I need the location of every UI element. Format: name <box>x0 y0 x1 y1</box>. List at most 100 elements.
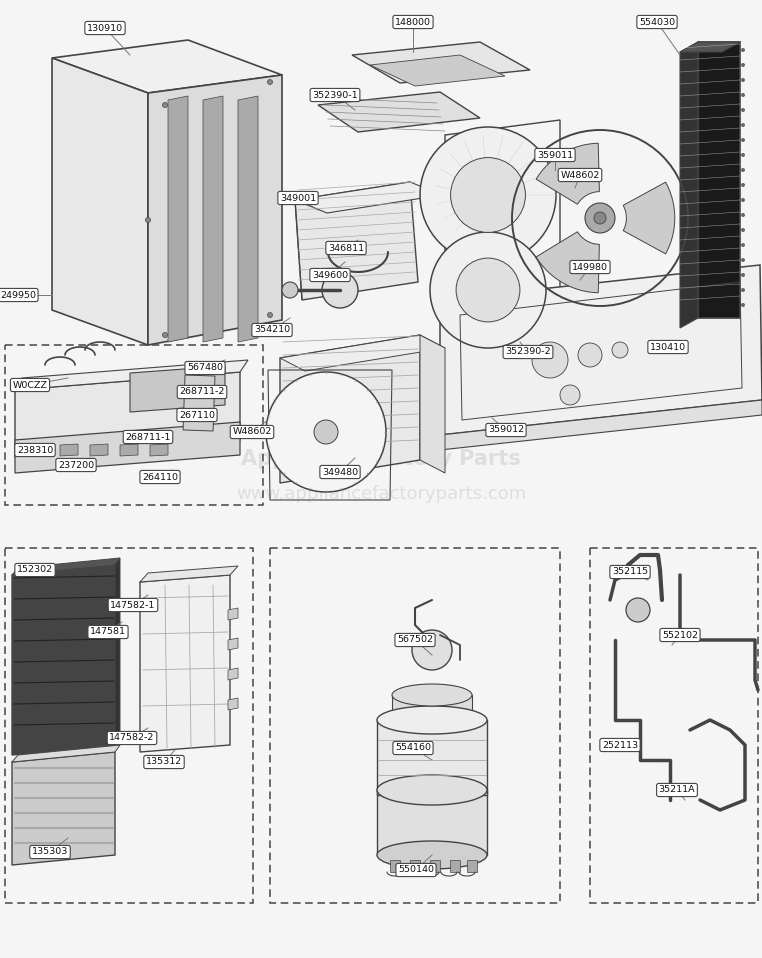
Text: 149980: 149980 <box>572 262 608 271</box>
Polygon shape <box>295 182 418 300</box>
Circle shape <box>741 153 745 157</box>
Circle shape <box>741 183 745 187</box>
Text: W0CZZ: W0CZZ <box>12 380 47 390</box>
Ellipse shape <box>377 841 487 869</box>
Circle shape <box>741 303 745 307</box>
Circle shape <box>741 258 745 262</box>
Ellipse shape <box>377 775 487 805</box>
Bar <box>5 548 253 903</box>
Text: 268711-1: 268711-1 <box>125 432 171 442</box>
Circle shape <box>267 80 273 84</box>
Polygon shape <box>15 372 240 458</box>
Circle shape <box>741 198 745 202</box>
Circle shape <box>741 138 745 142</box>
Circle shape <box>450 158 526 233</box>
Polygon shape <box>148 75 282 345</box>
Polygon shape <box>15 422 240 473</box>
Text: 238310: 238310 <box>17 445 53 454</box>
Text: 135312: 135312 <box>146 758 182 766</box>
Circle shape <box>741 168 745 172</box>
Text: 147582-1: 147582-1 <box>110 601 155 609</box>
Text: 567480: 567480 <box>187 363 223 373</box>
Text: W48602: W48602 <box>560 171 600 179</box>
Polygon shape <box>12 565 115 755</box>
Text: Appliance Factory Parts: Appliance Factory Parts <box>241 449 521 469</box>
Circle shape <box>741 48 745 52</box>
Circle shape <box>146 217 151 222</box>
Polygon shape <box>140 575 230 752</box>
Polygon shape <box>440 265 762 435</box>
Circle shape <box>314 420 338 444</box>
Polygon shape <box>377 790 487 855</box>
Polygon shape <box>698 42 740 318</box>
Polygon shape <box>392 695 472 720</box>
Circle shape <box>741 93 745 97</box>
Text: 352390-1: 352390-1 <box>312 90 358 100</box>
Circle shape <box>162 332 168 337</box>
Text: 554160: 554160 <box>395 743 431 752</box>
Polygon shape <box>680 42 698 328</box>
Polygon shape <box>115 558 120 745</box>
Polygon shape <box>60 444 78 456</box>
Text: 152302: 152302 <box>17 565 53 575</box>
Text: 354210: 354210 <box>254 326 290 334</box>
Polygon shape <box>203 96 223 342</box>
Polygon shape <box>168 96 188 342</box>
Polygon shape <box>318 92 480 132</box>
Circle shape <box>741 123 745 127</box>
Circle shape <box>420 127 556 263</box>
Polygon shape <box>536 143 600 204</box>
Polygon shape <box>295 182 442 213</box>
Circle shape <box>626 598 650 622</box>
Polygon shape <box>680 42 740 52</box>
Polygon shape <box>228 608 238 620</box>
Text: 567502: 567502 <box>397 635 433 645</box>
Polygon shape <box>12 558 120 575</box>
Text: 135303: 135303 <box>32 848 68 856</box>
Text: W48602: W48602 <box>232 427 272 437</box>
Polygon shape <box>450 860 460 872</box>
Polygon shape <box>12 752 115 865</box>
Ellipse shape <box>377 706 487 734</box>
Polygon shape <box>130 366 225 412</box>
Polygon shape <box>228 638 238 650</box>
Polygon shape <box>536 232 600 293</box>
Circle shape <box>741 273 745 277</box>
Text: 130910: 130910 <box>87 24 123 33</box>
Polygon shape <box>440 400 762 450</box>
Polygon shape <box>410 860 420 872</box>
Polygon shape <box>15 360 248 390</box>
Text: 346811: 346811 <box>328 243 364 253</box>
Text: 349001: 349001 <box>280 194 316 202</box>
Circle shape <box>594 212 606 224</box>
Polygon shape <box>140 566 238 582</box>
Polygon shape <box>352 42 530 83</box>
Bar <box>590 548 758 903</box>
Polygon shape <box>467 860 477 872</box>
Text: 268711-2: 268711-2 <box>179 387 225 397</box>
Polygon shape <box>390 860 400 872</box>
Circle shape <box>585 203 615 233</box>
Text: 550140: 550140 <box>398 865 434 875</box>
Text: 130410: 130410 <box>650 343 686 352</box>
Circle shape <box>741 213 745 217</box>
Polygon shape <box>280 335 420 483</box>
Circle shape <box>741 243 745 247</box>
Text: 352390-2: 352390-2 <box>505 348 551 356</box>
Text: 554030: 554030 <box>639 17 675 27</box>
Text: 349600: 349600 <box>312 270 348 280</box>
Text: 349480: 349480 <box>322 468 358 476</box>
Polygon shape <box>623 182 675 254</box>
Circle shape <box>560 385 580 405</box>
Polygon shape <box>377 720 487 795</box>
Circle shape <box>741 108 745 112</box>
Polygon shape <box>52 40 282 93</box>
Circle shape <box>322 272 358 308</box>
Polygon shape <box>420 335 445 473</box>
Circle shape <box>282 282 298 298</box>
Circle shape <box>741 78 745 82</box>
Text: 148000: 148000 <box>395 17 431 27</box>
Bar <box>270 548 560 903</box>
Text: 35211A: 35211A <box>658 786 695 794</box>
Circle shape <box>612 342 628 358</box>
